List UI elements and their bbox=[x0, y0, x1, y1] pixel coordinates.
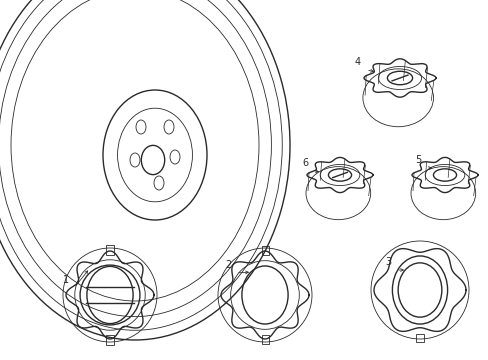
Text: 4: 4 bbox=[354, 57, 360, 67]
Text: 3: 3 bbox=[384, 257, 390, 267]
Text: 1: 1 bbox=[63, 275, 69, 285]
Text: 2: 2 bbox=[224, 260, 231, 270]
Text: 6: 6 bbox=[301, 158, 307, 168]
Text: 5: 5 bbox=[414, 155, 420, 165]
